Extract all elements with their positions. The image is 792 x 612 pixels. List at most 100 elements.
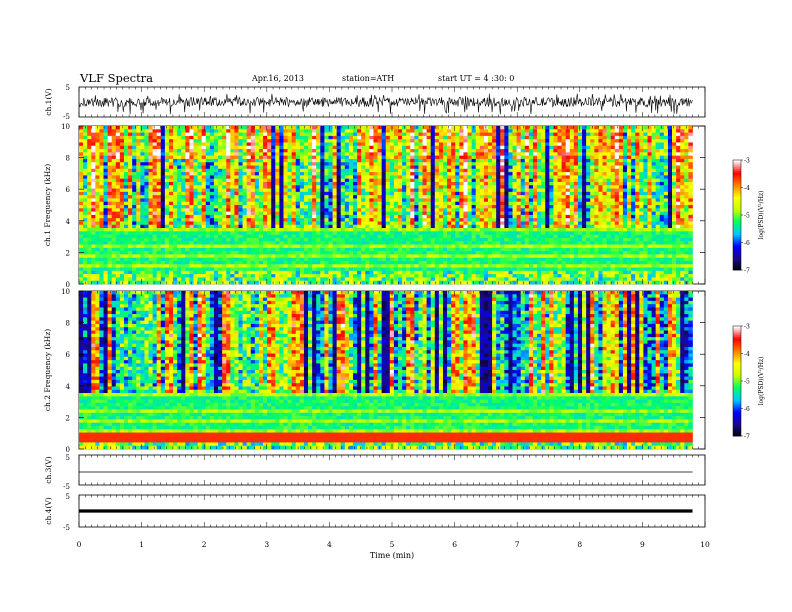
spectrogram-cell: [189, 267, 194, 272]
spectrogram-cell: [140, 175, 145, 180]
spectrogram-cell: [254, 188, 260, 193]
spectrogram-cell: [263, 168, 268, 173]
spectrogram-cell: [483, 267, 489, 272]
spectrogram-cell: [107, 218, 113, 222]
spectrogram-cell: [177, 198, 182, 203]
spectrogram-cell: [222, 280, 227, 285]
spectrogram-cell: [299, 224, 305, 229]
spectrogram-cell: [393, 135, 399, 140]
spectrogram-cell: [426, 224, 432, 229]
spectrogram-cell: [160, 198, 166, 203]
spectrogram-cell: [475, 247, 481, 252]
spectrogram-cell: [361, 205, 366, 209]
spectrogram-cell: [234, 211, 239, 216]
spectrogram-cell: [340, 126, 346, 130]
spectrogram-cell: [471, 208, 477, 212]
spectrogram-cell: [283, 198, 288, 203]
spectrogram-cell: [365, 132, 370, 137]
spectrogram-cell: [209, 224, 215, 229]
spectrogram-cell: [197, 234, 203, 239]
spectrogram-cell: [103, 135, 108, 140]
spectrogram-cell: [123, 264, 129, 268]
spectrogram-cell: [422, 185, 427, 189]
spectrogram-cell: [263, 188, 268, 193]
spectrogram-cell: [115, 211, 121, 216]
spectrogram-cell: [201, 188, 207, 193]
spectrogram-cell: [340, 264, 346, 268]
spectrogram-cell: [250, 254, 256, 259]
spectrogram-cell: [348, 211, 354, 216]
spectrogram-cell: [148, 145, 153, 150]
spectrogram-cell: [381, 208, 387, 212]
spectrogram-cell: [271, 231, 276, 235]
spectrogram-cell: [156, 244, 162, 249]
spectrogram-cell: [160, 274, 166, 278]
spectrogram-cell: [95, 208, 100, 212]
spectrogram-cell: [140, 135, 145, 140]
spectrogram-cell: [123, 244, 129, 249]
spectrogram-cell: [185, 142, 190, 147]
spectrogram-cell: [365, 277, 370, 282]
spectrogram-cell: [406, 149, 411, 153]
spectrogram-cell: [95, 247, 100, 252]
spectrogram-cell: [218, 129, 223, 133]
spectrogram-cell: [406, 126, 411, 130]
spectrogram-cell: [287, 145, 293, 150]
spectrogram-cell: [111, 274, 117, 278]
spectrogram-cell: [254, 158, 260, 163]
spectrogram-cell: [328, 175, 333, 180]
spectrogram-cell: [156, 188, 162, 193]
spectrogram-cell: [83, 234, 88, 239]
spectrogram-cell: [156, 175, 162, 180]
spectrogram-cell: [348, 277, 354, 282]
spectrogram-cell: [422, 267, 427, 272]
spectrogram-cell: [447, 168, 452, 173]
spectrogram-cell: [263, 155, 268, 160]
spectrogram-cell: [123, 214, 129, 219]
spectrogram-cell: [128, 257, 133, 262]
spectrogram-cell: [434, 270, 440, 275]
spectrogram-cell: [136, 142, 141, 147]
spectrogram-cell: [107, 162, 113, 166]
spectrogram-cell: [87, 224, 92, 229]
spectrogram-cell: [148, 201, 153, 206]
spectrogram-cell: [299, 178, 305, 183]
spectrogram-cell: [377, 181, 382, 186]
spectrogram-cell: [287, 251, 293, 255]
spectrogram-cell: [438, 181, 444, 186]
spectrogram-cell: [418, 165, 423, 170]
spectrogram-cell: [156, 201, 162, 206]
spectrogram-cell: [83, 201, 88, 206]
spectrogram-cell: [87, 165, 92, 170]
spectrogram-cell: [348, 152, 354, 156]
spectrogram-cell: [201, 241, 207, 245]
spectrogram-cell: [361, 254, 366, 259]
spectrogram-cell: [136, 175, 141, 180]
spectrogram-cell: [336, 195, 342, 199]
spectrogram-cell: [418, 260, 423, 265]
spectrogram-cell: [475, 129, 481, 133]
spectrogram-cell: [328, 251, 333, 255]
spectrogram-cell: [336, 158, 342, 163]
spectrogram-cell: [197, 205, 203, 209]
spectrogram-cell: [479, 181, 485, 186]
spectrogram-cell: [128, 270, 133, 275]
spectrogram-cell: [79, 205, 84, 209]
spectrogram-cell: [197, 195, 203, 199]
spectrogram-cell: [475, 214, 481, 219]
spectrogram-cell: [451, 145, 456, 150]
spectrogram-cell: [336, 254, 342, 259]
spectrogram-cell: [414, 175, 419, 180]
spectrogram-cell: [385, 195, 391, 199]
spectrogram-cell: [455, 205, 460, 209]
spectrogram-cell: [332, 247, 338, 252]
spectrogram-cell: [316, 126, 321, 130]
spectrogram-cell: [295, 260, 301, 265]
spectrogram-cell: [136, 270, 141, 275]
spectrogram-cell: [438, 247, 444, 252]
spectrogram-cell: [316, 241, 321, 245]
spectrogram-cell: [316, 214, 321, 219]
spectrogram-cell: [79, 218, 84, 222]
spectrogram-cell: [455, 260, 460, 265]
spectrogram-cell: [496, 224, 501, 229]
